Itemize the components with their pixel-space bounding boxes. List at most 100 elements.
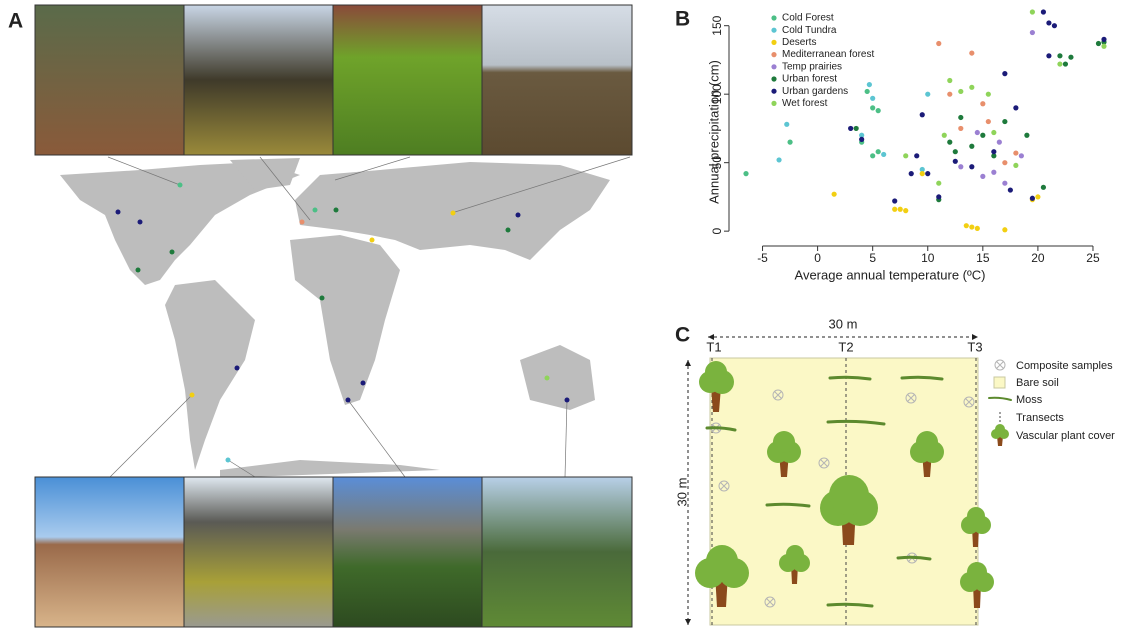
x-tick-label: 20 xyxy=(1031,251,1045,265)
legend-label: Temp prairies xyxy=(782,61,842,72)
legend-label: Mediterranean forest xyxy=(782,49,874,60)
data-point xyxy=(991,149,996,154)
data-point xyxy=(958,115,963,120)
data-point xyxy=(936,181,941,186)
x-axis-label: Average annual temperature (ºC) xyxy=(795,267,986,282)
data-point xyxy=(925,92,930,97)
legend-label: Deserts xyxy=(782,37,816,48)
data-point xyxy=(1019,153,1024,158)
data-point xyxy=(881,152,886,157)
data-point xyxy=(1030,196,1035,201)
data-point xyxy=(936,194,941,199)
data-point xyxy=(1035,194,1040,199)
data-point xyxy=(914,153,919,158)
panel-label: A xyxy=(8,10,23,33)
data-point xyxy=(980,174,985,179)
legend-marker xyxy=(771,101,776,106)
data-point xyxy=(1096,41,1101,46)
data-point xyxy=(953,149,958,154)
y-tick-label: 0 xyxy=(710,227,724,234)
continent xyxy=(520,345,595,410)
data-point xyxy=(991,130,996,135)
data-point xyxy=(776,157,781,162)
data-point xyxy=(947,140,952,145)
x-tick-label: 5 xyxy=(869,251,876,265)
data-point xyxy=(1002,160,1007,165)
legend-label: Vascular plant cover xyxy=(1016,430,1115,442)
data-point xyxy=(986,119,991,124)
diagram-legend: Composite samples Bare soil Moss Transec… xyxy=(989,360,1115,446)
legend-label: Wet forest xyxy=(782,98,828,109)
data-point xyxy=(867,82,872,87)
data-point xyxy=(1041,185,1046,190)
data-point xyxy=(1024,133,1029,138)
panel-label: C xyxy=(675,324,690,347)
data-point xyxy=(980,133,985,138)
plot-diagram: C 30 m 30 m T1 T2 T3 Composite samples xyxy=(674,316,1115,625)
data-point xyxy=(1057,53,1062,58)
legend-label: Cold Forest xyxy=(782,13,834,24)
data-point xyxy=(975,226,980,231)
x-tick-label: -5 xyxy=(757,251,768,265)
scatter-panel: B Average annual temperature (ºC) Annual… xyxy=(675,8,1107,283)
data-point xyxy=(892,198,897,203)
data-point xyxy=(865,89,870,94)
data-point xyxy=(1002,181,1007,186)
data-point xyxy=(986,92,991,97)
data-point xyxy=(942,133,947,138)
transect-label: T2 xyxy=(838,339,853,354)
data-point xyxy=(743,171,748,176)
map-panel: A xyxy=(8,5,632,627)
legend-marker xyxy=(771,15,776,20)
data-point xyxy=(1101,37,1106,42)
height-label: 30 m xyxy=(674,478,689,507)
data-point xyxy=(898,207,903,212)
legend-marker xyxy=(771,52,776,57)
data-point xyxy=(936,41,941,46)
data-point xyxy=(969,164,974,169)
y-tick-label: 150 xyxy=(710,15,724,35)
data-point xyxy=(854,126,859,131)
figure: A B Average annual temperature (ºC) Annu… xyxy=(0,0,1148,628)
data-point xyxy=(920,171,925,176)
data-point xyxy=(1002,71,1007,76)
legend-label: Urban forest xyxy=(782,74,837,85)
data-point xyxy=(1052,23,1057,28)
legend-label: Cold Tundra xyxy=(782,25,837,36)
y-tick-label: 100 xyxy=(710,84,724,104)
data-point xyxy=(997,140,1002,145)
legend-marker xyxy=(771,40,776,45)
data-point xyxy=(958,126,963,131)
data-point xyxy=(1013,150,1018,155)
data-point xyxy=(920,112,925,117)
data-point xyxy=(784,122,789,127)
legend-label: Urban gardens xyxy=(782,86,848,97)
panel-label: B xyxy=(675,8,690,31)
data-point xyxy=(958,89,963,94)
data-point xyxy=(1008,187,1013,192)
data-point xyxy=(1063,61,1068,66)
data-point xyxy=(1041,9,1046,14)
legend-marker xyxy=(771,28,776,33)
legend-label: Bare soil xyxy=(1016,377,1059,389)
x-tick-label: 0 xyxy=(814,251,821,265)
legend-label: Composite samples xyxy=(1016,360,1113,372)
data-point xyxy=(953,159,958,164)
data-point xyxy=(969,144,974,149)
data-point xyxy=(1030,9,1035,14)
data-point xyxy=(1046,20,1051,25)
data-point xyxy=(1057,61,1062,66)
legend-marker xyxy=(771,64,776,69)
data-point xyxy=(1002,119,1007,124)
data-point xyxy=(1002,227,1007,232)
transect-label: T3 xyxy=(967,339,982,354)
continent xyxy=(220,460,440,478)
continent xyxy=(290,235,400,405)
data-point xyxy=(958,164,963,169)
data-point xyxy=(991,170,996,175)
data-point xyxy=(1013,163,1018,168)
legend-marker xyxy=(771,76,776,81)
x-tick-label: 25 xyxy=(1086,251,1100,265)
data-point xyxy=(876,149,881,154)
data-point xyxy=(980,101,985,106)
